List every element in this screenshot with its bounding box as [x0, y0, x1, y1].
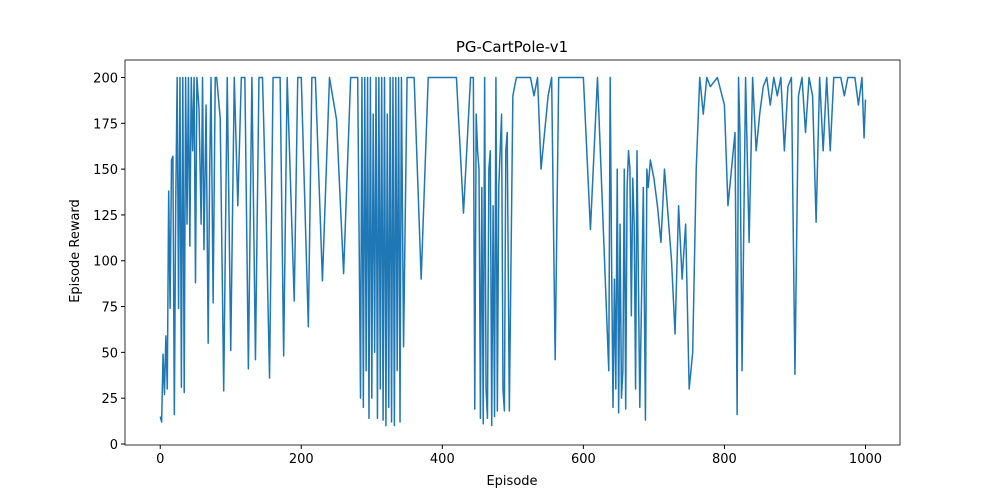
x-tick-label: 600 — [571, 452, 596, 467]
y-tick-label: 125 — [93, 209, 118, 224]
y-tick-label: 175 — [93, 117, 118, 132]
data-line — [159, 76, 867, 427]
y-tick-label: 100 — [93, 255, 118, 270]
y-tick-label: 200 — [93, 72, 118, 87]
x-tick-label: 1000 — [849, 452, 882, 467]
y-tick-label: 50 — [101, 346, 118, 361]
y-tick-label: 0 — [110, 438, 118, 453]
chart-title: PG-CartPole-v1 — [456, 38, 568, 56]
y-tick-label: 25 — [101, 392, 118, 407]
y-axis-label: Episode Reward — [68, 199, 83, 303]
axes-frame — [124, 59, 901, 446]
x-tick-label: 400 — [430, 452, 455, 467]
y-tick-label: 75 — [101, 301, 118, 316]
x-axis-label: Episode — [486, 474, 537, 489]
y-tick-label: 150 — [93, 163, 118, 178]
x-tick-label: 800 — [712, 452, 737, 467]
x-tick-label: 200 — [289, 452, 314, 467]
x-tick-label: 0 — [156, 452, 164, 467]
